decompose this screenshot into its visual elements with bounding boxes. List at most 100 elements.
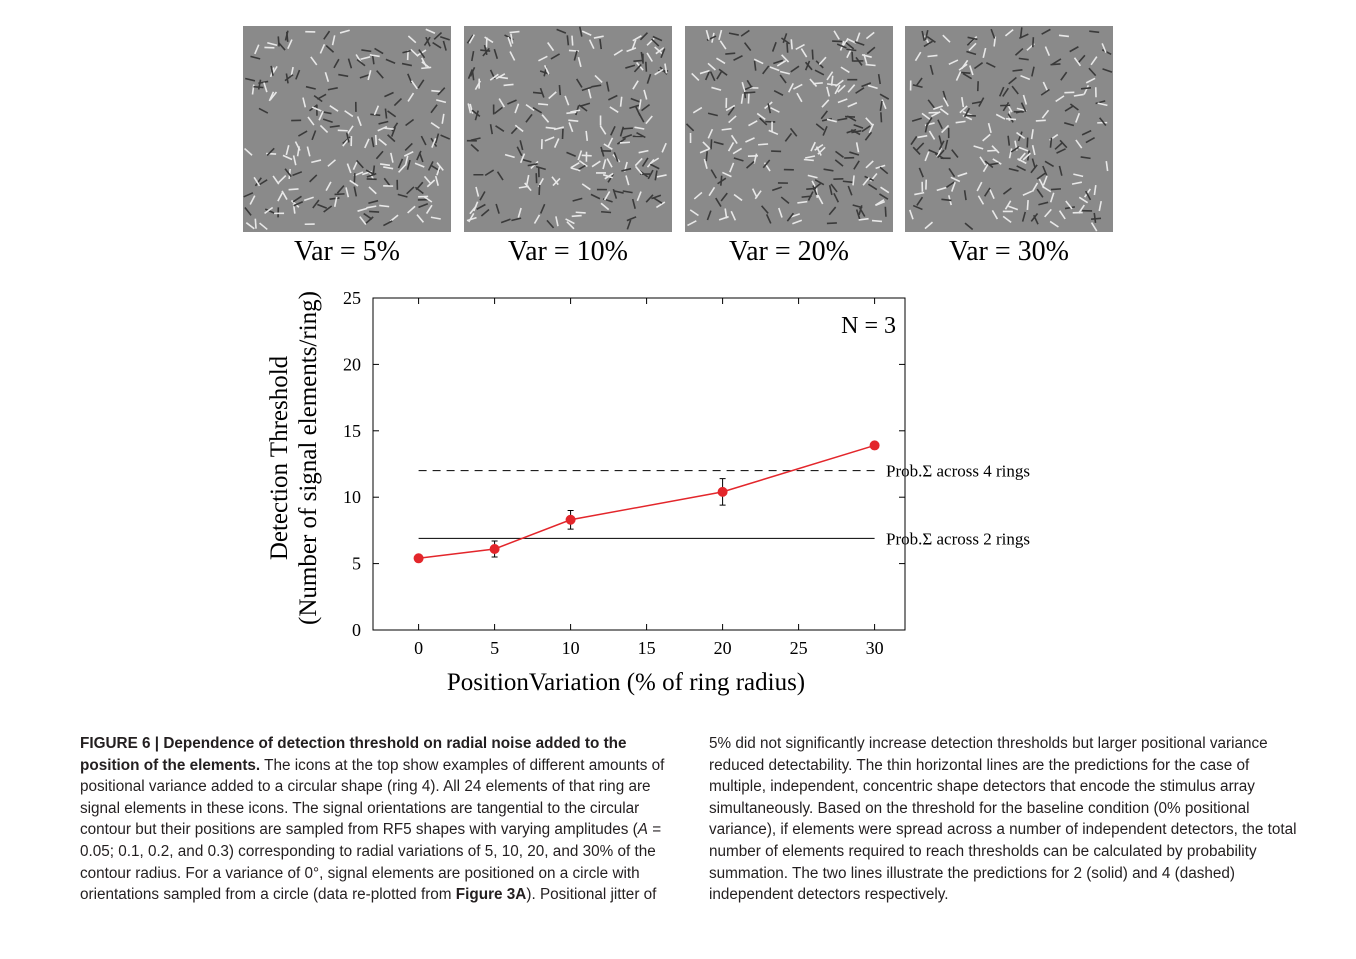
gabor-element [720,192,728,202]
gabor-element [948,59,959,66]
gabor-element [1031,158,1036,169]
gabor-element [741,82,746,93]
gabor-element [1008,167,1019,172]
gabor-element [323,205,333,213]
gabor-element [553,126,564,131]
gabor-element [535,165,546,171]
gabor-element [578,104,588,112]
gabor-element [855,142,860,153]
gabor-element [368,186,377,195]
gabor-element [1064,122,1075,127]
stimulus-icon [464,26,672,232]
gabor-element [915,77,923,87]
gabor-element [599,125,607,135]
gabor-element [719,40,727,50]
gabor-element [631,39,637,50]
gabor-element [1093,212,1097,223]
gabor-element [914,51,922,62]
gabor-element [1064,206,1076,210]
gabor-element [718,29,723,40]
gabor-element [500,218,511,224]
gabor-element [533,214,541,224]
gabor-element [1075,112,1081,123]
gabor-element [303,196,314,202]
figure: Var = 5% Var = 10% Var = 20% Var = 30% 0 5 10 1… [243,26,1113,696]
gabor-element [418,203,429,209]
gabor-element [1085,77,1096,84]
gabor-element [468,34,476,44]
gabor-element [692,106,703,114]
gabor-element [743,42,752,52]
gabor-element [718,68,728,76]
gabor-element [436,99,447,104]
gabor-element [281,190,288,200]
gabor-element [651,38,660,47]
gabor-element [822,126,828,136]
gabor-element [249,195,256,205]
gabor-element [955,71,962,81]
gabor-element [1058,165,1063,176]
gabor-element [484,169,495,177]
gabor-element [833,192,840,203]
gabor-element [634,165,643,175]
gabor-element [1058,210,1066,220]
gabor-element [525,103,535,112]
gabor-element [383,177,391,187]
gabor-element [884,206,887,217]
gabor-element [613,49,623,56]
gabor-element [285,145,290,156]
gabor-element [973,145,984,150]
gabor-element [655,201,666,209]
gabor-element [434,175,439,186]
gabor-element [646,52,653,62]
gabor-element [1007,113,1014,123]
gabor-element [1098,200,1102,212]
gabor-element [1016,165,1026,172]
gabor-element [318,110,324,121]
gabor-element [430,216,441,220]
caption-text: ). Positional jitter of 5% did not signi… [526,735,1297,904]
gabor-element [568,119,579,123]
gabor-element [1035,119,1046,122]
stimulus-icon [243,26,451,232]
gabor-element [815,146,822,156]
gabor-element [417,79,425,89]
gabor-element [1073,173,1084,178]
gabor-element [470,143,480,152]
gabor-element [868,123,875,134]
gabor-element [390,152,394,163]
gabor-element [397,164,406,173]
gabor-element [516,146,523,157]
gabor-element [1018,146,1029,152]
gabor-element [333,58,340,69]
gabor-element [643,89,648,100]
gabor-element [833,30,840,40]
gabor-element [568,122,574,133]
gabor-element [779,74,787,84]
gabor-element [853,160,860,170]
gabor-element [570,109,581,113]
gabor-element [733,55,743,61]
gabor-element [407,92,415,102]
gabor-element [331,35,336,46]
gabor-element [619,141,630,144]
gabor-element [572,197,583,202]
gabor-element [393,97,403,107]
gabor-element [707,128,714,139]
gabor-element [664,63,668,74]
data-point [869,440,880,451]
gabor-element [771,186,782,192]
gabor-element [369,53,380,58]
data-point [565,514,576,525]
gabor-element [1036,172,1046,180]
gabor-element [971,100,982,105]
gabor-element [651,194,662,200]
gabor-element [431,89,442,93]
gabor-element [647,169,654,180]
gabor-element [936,147,943,158]
gabor-element [469,103,474,114]
gabor-element [950,176,961,183]
gabor-element [466,216,477,222]
gabor-element [924,151,930,162]
gabor-element [855,87,865,94]
